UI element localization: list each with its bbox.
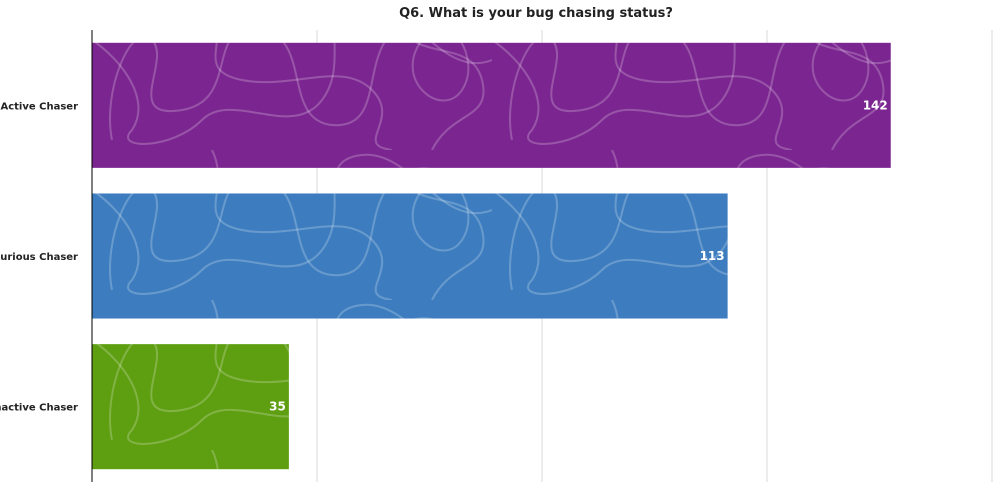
category-labels: Active Chaser Curious Chaser Inactive Chas… [0,101,78,413]
category-label-active-chaser: Active Chaser [0,101,78,112]
category-label-curious-chaser: Curious Chaser [0,252,78,263]
bar-texture-active-chaser [92,42,891,168]
bars [92,42,891,470]
bar-texture-curious-chaser [92,193,728,319]
value-label-curious-chaser: 113 [700,249,725,263]
value-label-active-chaser: 142 [863,98,888,112]
chart-title: Q6. What is your bug chasing status? [399,6,673,21]
value-labels: 142 113 35 [269,98,888,413]
value-label-inactive-chaser: 35 [269,400,286,414]
category-label-inactive-chaser: Inactive Chaser [0,403,78,414]
bar-texture-inactive-chaser [92,344,289,470]
